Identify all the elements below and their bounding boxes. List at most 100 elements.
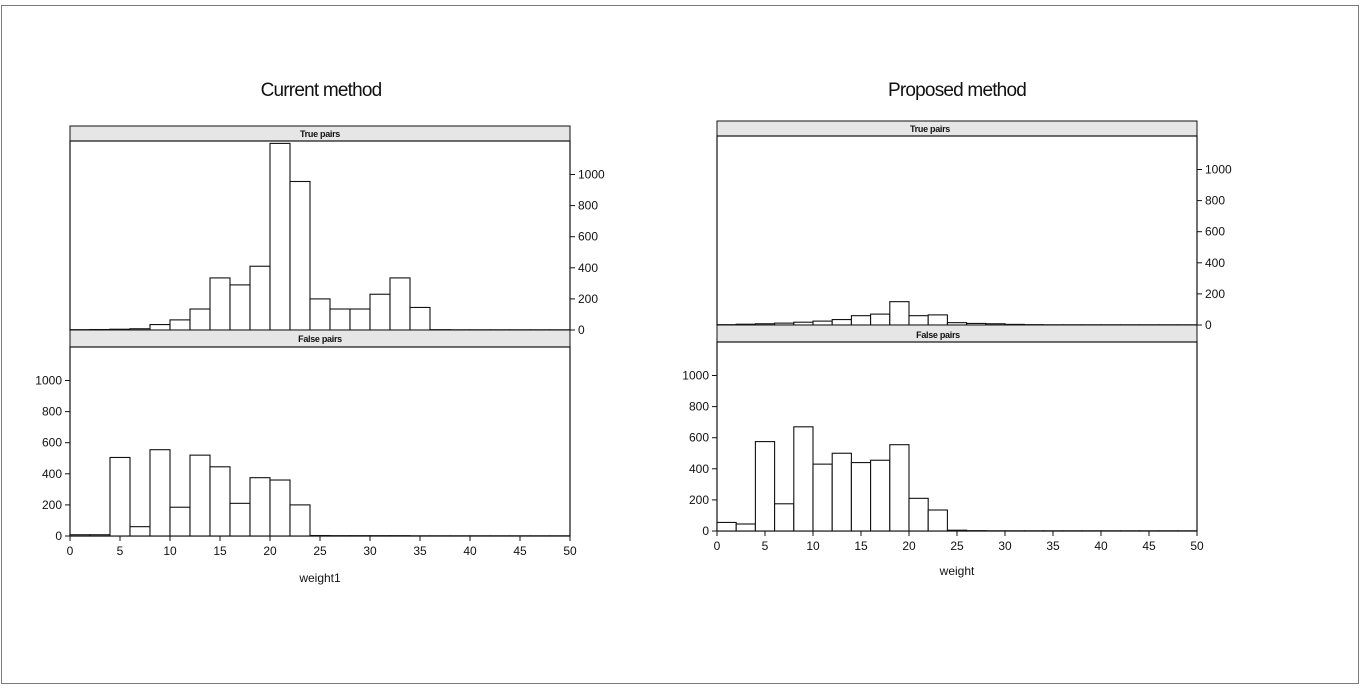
y-tick-label: 0 (1205, 318, 1212, 332)
strip-label: False pairs (298, 334, 342, 344)
bars-false-pairs (69, 449, 571, 537)
histogram-bar (289, 180, 311, 331)
histogram-bar (716, 521, 737, 532)
strip-true-pairs (716, 120, 1198, 137)
histogram-bar (774, 503, 795, 532)
histogram-bar (269, 142, 291, 331)
histogram-bar (329, 308, 351, 331)
x-tick-label: 20 (263, 544, 277, 558)
y-tick-label: 0 (578, 323, 585, 337)
histogram-bar (889, 444, 910, 532)
histogram-bar (209, 277, 231, 331)
y-tick-label: 800 (42, 405, 62, 419)
bars-false-pairs (716, 426, 1198, 532)
x-tick-label: 0 (714, 539, 721, 553)
y-tick-label: 400 (42, 467, 62, 481)
y-tick-label: 800 (578, 199, 598, 213)
x-tick-label: 40 (1094, 539, 1108, 553)
histogram-bar (249, 265, 271, 331)
y-axis-right: 0 200 400 600 800 1000 (1197, 163, 1232, 332)
strip-label: True pairs (910, 124, 950, 134)
panel-frame (716, 341, 1198, 532)
histogram-bar (812, 463, 833, 532)
y-tick-label: 1000 (35, 374, 62, 388)
x-axis: 0 5 10 15 20 25 30 35 40 45 50 (714, 531, 1204, 553)
y-axis-right: 0 200 400 600 800 1000 (570, 168, 605, 337)
y-tick-label: 1000 (682, 369, 709, 383)
histogram-bar (812, 320, 833, 326)
y-tick-label: 1000 (578, 168, 605, 182)
histogram-bar (189, 308, 211, 331)
y-tick-label: 0 (55, 529, 62, 543)
histogram-bar (870, 313, 891, 326)
histogram-bar (309, 298, 331, 331)
x-tick-label: 45 (1142, 539, 1156, 553)
histogram-bar (870, 459, 891, 532)
histogram-bar (169, 506, 191, 537)
chart-current-method: Current method True pairs 02004006008001… (35, 80, 605, 585)
strip-label: True pairs (300, 129, 340, 139)
histogram-bar (850, 315, 872, 326)
bars-true-pairs (716, 301, 1198, 326)
panel-frame (69, 346, 571, 537)
histogram-bar (169, 319, 191, 331)
y-tick-label: 200 (42, 498, 62, 512)
y-tick-label: 200 (1205, 287, 1225, 301)
x-tick-label: 35 (1046, 539, 1060, 553)
chart-title: Current method (261, 80, 382, 101)
chart-proposed-method: Proposed method True pairs 0200400600800… (682, 80, 1232, 578)
x-axis: 0 5 10 15 20 25 30 35 40 45 50 (67, 536, 577, 558)
histogram-bar (927, 314, 948, 326)
x-tick-label: 15 (213, 544, 227, 558)
x-tick-label: 50 (563, 544, 577, 558)
x-tick-label: 50 (1190, 539, 1204, 553)
histogram-bar (289, 504, 311, 537)
x-tick-label: 5 (762, 539, 769, 553)
y-tick-label: 0 (702, 524, 709, 538)
x-tick-label: 10 (163, 544, 177, 558)
histogram-bar (793, 426, 814, 532)
x-tick-label: 30 (363, 544, 377, 558)
chart-title: Proposed method (888, 80, 1026, 101)
histogram-bar (908, 497, 929, 532)
panel-frame (716, 135, 1198, 326)
panel-false-pairs: False pairs 0 200 400 600 800 1000 0 5 10 15 20 25… (35, 329, 577, 558)
histogram-bar (831, 319, 852, 326)
y-tick-label: 600 (689, 431, 709, 445)
y-tick-label: 200 (578, 292, 598, 306)
x-tick-label: 5 (117, 544, 124, 558)
histogram-bar (369, 293, 391, 331)
histogram-bar (735, 523, 756, 532)
figure-frame (1, 5, 1359, 684)
histogram-bar (249, 477, 271, 537)
x-tick-label: 20 (902, 539, 916, 553)
x-tick-label: 45 (513, 544, 527, 558)
x-tick-label: 35 (413, 544, 427, 558)
x-tick-label: 25 (950, 539, 964, 553)
histogram-bar (69, 534, 91, 537)
histogram-bar (269, 479, 291, 537)
histogram-bar (754, 441, 776, 532)
y-tick-label: 800 (689, 400, 709, 414)
y-tick-label: 600 (1205, 225, 1225, 239)
histogram-bar (229, 502, 251, 537)
histogram-bar (389, 277, 411, 331)
y-axis-left: 0 200 400 600 800 1000 (682, 369, 717, 538)
y-tick-label: 200 (689, 493, 709, 507)
bars-true-pairs (69, 142, 571, 331)
histogram-bar (129, 526, 151, 537)
histogram-bar (149, 449, 171, 537)
x-tick-label: 30 (998, 539, 1012, 553)
panel-true-pairs: True pairs 0 200 400 600 800 1000 (716, 120, 1232, 332)
histogram-bar (908, 315, 929, 326)
histogram-bar (209, 466, 231, 537)
strip-label: False pairs (916, 330, 960, 340)
histogram-bar (229, 284, 251, 331)
panel-false-pairs: False pairs 0 200 400 600 800 1000 0 5 10 15 20 25… (682, 324, 1204, 553)
histogram-bar (889, 301, 910, 326)
histogram-bar (409, 306, 431, 331)
x-tick-label: 25 (313, 544, 327, 558)
x-tick-label: 15 (854, 539, 868, 553)
histogram-bar (850, 462, 872, 532)
